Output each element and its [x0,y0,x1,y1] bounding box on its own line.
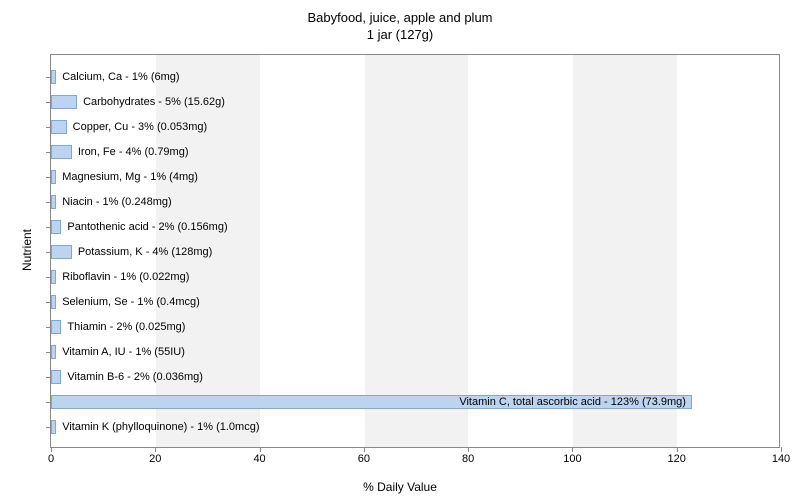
x-tick-label: 20 [149,453,161,465]
nutrient-bar-label: Magnesium, Mg - 1% (4mg) [62,171,198,183]
y-tick-mark [46,352,51,353]
x-tick-mark [572,447,573,452]
y-tick-mark [46,177,51,178]
nutrient-bar [51,270,56,284]
bars-layer: Calcium, Ca - 1% (6mg) Carbohydrates - 5%… [51,55,779,447]
chart-title: Babyfood, juice, apple and plum 1 jar (1… [0,0,800,44]
plot-area: Calcium, Ca - 1% (6mg) Carbohydrates - 5%… [50,54,780,448]
title-line-1: Babyfood, juice, apple and plum [307,10,492,25]
nutrient-bar [51,220,61,234]
nutrient-bar-label: Vitamin C, total ascorbic acid - 123% (7… [459,396,686,408]
nutrient-bar-label: Vitamin A, IU - 1% (55IU) [62,346,185,358]
nutrient-bar-label: Iron, Fe - 4% (0.79mg) [78,146,189,158]
nutrient-bar [51,145,72,159]
nutrient-bar-label: Carbohydrates - 5% (15.62g) [83,96,225,108]
nutrient-bar [51,370,61,384]
y-tick-mark [46,277,51,278]
y-tick-mark [46,102,51,103]
nutrient-bar [51,95,77,109]
y-tick-mark [46,202,51,203]
x-tick-label: 40 [253,453,265,465]
x-tick-mark [781,447,782,452]
y-tick-mark [46,127,51,128]
nutrient-bar [51,320,61,334]
nutrition-chart: Babyfood, juice, apple and plum 1 jar (1… [0,0,800,500]
x-tick-mark [364,447,365,452]
x-tick-label: 120 [668,453,686,465]
nutrient-bar-label: Vitamin K (phylloquinone) - 1% (1.0mcg) [62,421,259,433]
x-tick-mark [468,447,469,452]
y-tick-mark [46,427,51,428]
y-tick-mark [46,377,51,378]
nutrient-bar-label: Riboflavin - 1% (0.022mg) [62,271,189,283]
nutrient-bar [51,195,56,209]
nutrient-bar-label: Vitamin B-6 - 2% (0.036mg) [67,371,203,383]
y-tick-mark [46,252,51,253]
nutrient-bar [51,345,56,359]
nutrient-bar [51,70,56,84]
nutrient-bar-label: Calcium, Ca - 1% (6mg) [62,71,179,83]
nutrient-bar [51,295,56,309]
y-tick-mark [46,327,51,328]
nutrient-bar-label: Thiamin - 2% (0.025mg) [67,321,185,333]
nutrient-bar [51,170,56,184]
nutrient-bar-label: Niacin - 1% (0.248mg) [62,196,171,208]
nutrient-bar [51,120,67,134]
x-tick-mark [155,447,156,452]
x-tick-label: 140 [772,453,790,465]
y-axis-label: Nutrient [20,229,34,271]
x-axis-label: % Daily Value [0,480,800,494]
x-tick-label: 0 [48,453,54,465]
nutrient-bar-label: Copper, Cu - 3% (0.053mg) [73,121,208,133]
x-tick-mark [51,447,52,452]
x-tick-label: 100 [563,453,581,465]
nutrient-bar [51,245,72,259]
title-line-2: 1 jar (127g) [367,27,433,42]
nutrient-bar-label: Pantothenic acid - 2% (0.156mg) [67,221,227,233]
y-tick-mark [46,77,51,78]
nutrient-bar-label: Potassium, K - 4% (128mg) [78,246,213,258]
y-tick-mark [46,402,51,403]
x-tick-label: 60 [358,453,370,465]
nutrient-bar-label: Selenium, Se - 1% (0.4mcg) [62,296,200,308]
y-tick-mark [46,152,51,153]
x-tick-mark [260,447,261,452]
nutrient-bar [51,420,56,434]
y-tick-mark [46,227,51,228]
x-tick-mark [677,447,678,452]
y-tick-mark [46,302,51,303]
x-tick-label: 80 [462,453,474,465]
